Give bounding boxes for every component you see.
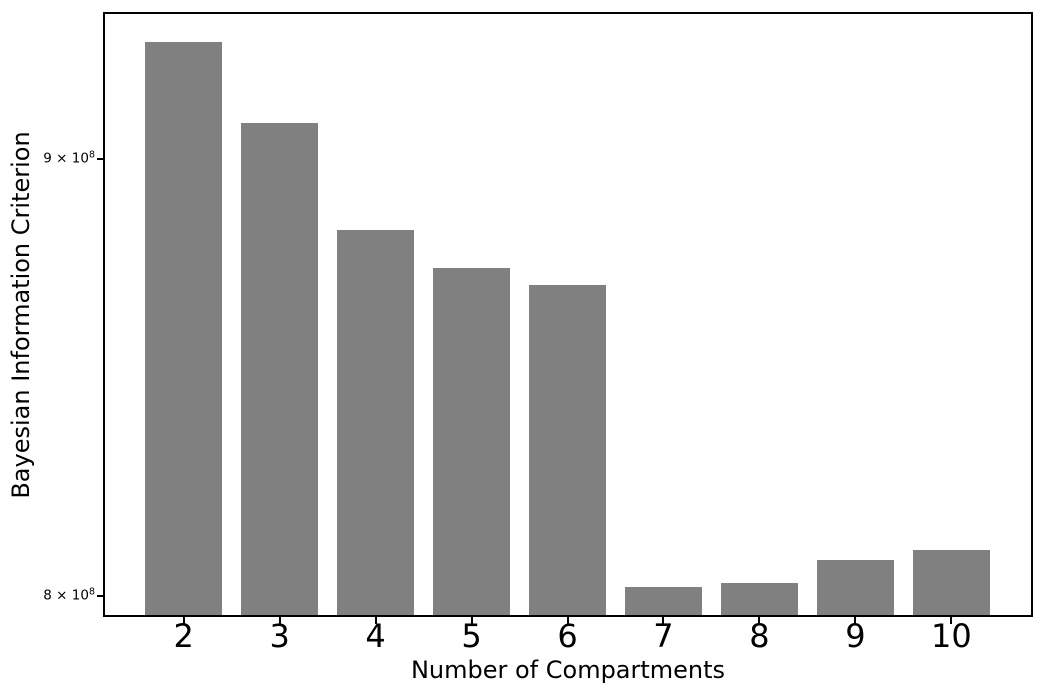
x-tick-mark (374, 617, 377, 624)
x-tick-mark (566, 617, 569, 624)
y-axis-label: Bayesian Information Criterion (7, 131, 35, 499)
y-tick-label-exponent: 8 (88, 149, 95, 161)
bar-compartments-6 (529, 285, 606, 615)
bar-compartments-10 (912, 550, 990, 615)
x-tick-label-5: 5 (461, 617, 482, 655)
x-tick-label-6: 6 (557, 617, 578, 655)
x-tick-label-2: 2 (173, 617, 194, 655)
x-tick-label-10: 10 (930, 617, 972, 655)
x-tick-mark (950, 617, 953, 624)
y-tick-label-base: 8 × 10 (43, 587, 89, 604)
x-tick-mark (278, 617, 281, 624)
bar-compartments-9 (817, 559, 894, 615)
x-tick-label-4: 4 (365, 617, 386, 655)
bar-compartments-3 (241, 122, 319, 615)
y-tick-label: 9 × 108 (43, 149, 95, 167)
bar-compartments-8 (721, 582, 798, 615)
x-tick-label-8: 8 (749, 617, 770, 655)
x-tick-label-9: 9 (845, 617, 866, 655)
x-tick-mark (182, 617, 185, 624)
plot-area (103, 12, 1033, 617)
y-tick-label-base: 9 × 10 (43, 150, 89, 167)
bar-compartments-7 (625, 587, 702, 615)
x-tick-mark (854, 617, 857, 624)
plot-inner (105, 14, 1031, 615)
x-tick-mark (470, 617, 473, 624)
x-axis-label: Number of Compartments (410, 656, 726, 684)
x-tick-mark (758, 617, 761, 624)
x-tick-label-3: 3 (269, 617, 290, 655)
bar-compartments-4 (337, 230, 414, 615)
y-tick-label-exponent: 8 (88, 586, 95, 598)
y-tick-mark (97, 158, 103, 161)
bar-compartments-5 (433, 268, 510, 615)
y-tick-label: 8 × 108 (43, 586, 95, 604)
y-tick-mark (97, 595, 103, 598)
x-tick-label-7: 7 (653, 617, 674, 655)
x-tick-mark (662, 617, 665, 624)
bar-compartments-2 (145, 41, 223, 615)
